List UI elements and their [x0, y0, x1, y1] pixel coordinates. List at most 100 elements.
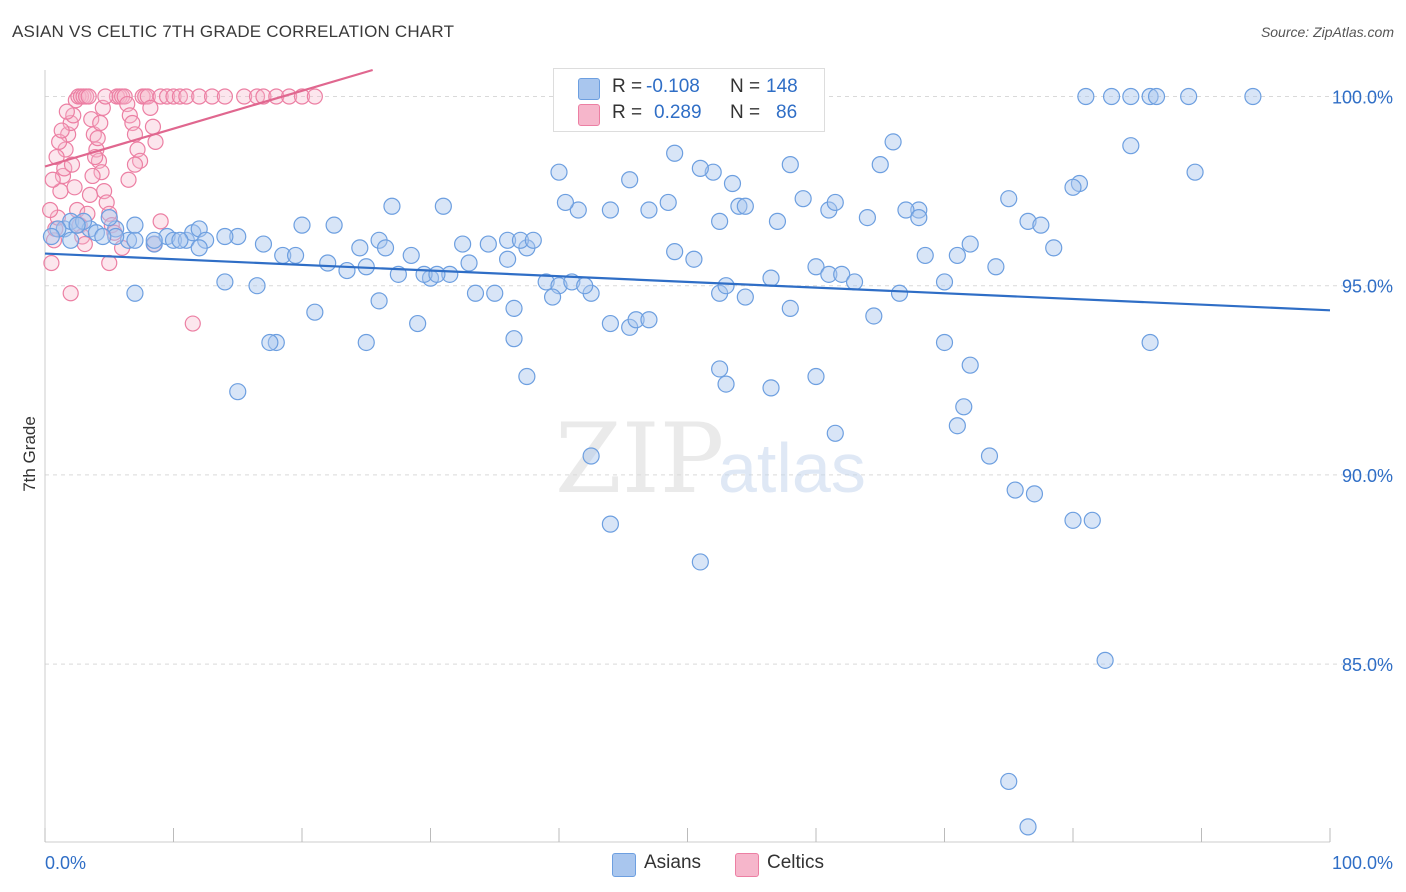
celtics-point	[126, 156, 144, 173]
asians-point	[1141, 333, 1159, 352]
asians-point	[1045, 239, 1063, 257]
y-tick-label: 100.0%	[1332, 87, 1393, 107]
asians-point	[325, 216, 343, 234]
y-tick-label: 90.0%	[1342, 466, 1393, 486]
asians-point	[94, 227, 112, 246]
celtics-point	[216, 88, 233, 105]
asians-point	[216, 273, 234, 291]
asians-legend-label: Asians	[644, 852, 702, 873]
asians-point	[550, 163, 568, 181]
celtics-point	[92, 114, 109, 132]
celtics-point	[171, 88, 189, 105]
asians-point	[1019, 818, 1037, 836]
asians-points	[42, 87, 1262, 836]
asians-trend-line	[44, 252, 1331, 312]
asians-point	[723, 174, 742, 193]
asians-point	[691, 553, 709, 571]
celtics-point	[84, 167, 101, 185]
watermark-zip: ZIP	[555, 403, 724, 515]
asians-point	[601, 515, 620, 533]
asians-point	[126, 284, 144, 302]
asians-point	[685, 250, 703, 268]
celtics-point	[63, 156, 81, 173]
asians-point	[428, 265, 446, 283]
x-tick-label: 100.0%	[1332, 853, 1393, 873]
asians-legend-swatch	[612, 853, 636, 877]
asians-point	[762, 379, 780, 397]
asians-point	[948, 246, 966, 265]
celtics-point	[81, 186, 99, 203]
asians-point	[286, 246, 305, 265]
asians-point	[961, 235, 979, 253]
asians-point	[1064, 178, 1082, 196]
asians-point	[62, 231, 80, 249]
celtics-point	[80, 88, 97, 105]
asians-point	[704, 163, 722, 181]
asians-point	[171, 231, 189, 249]
asians-point	[935, 333, 954, 352]
celtics-point	[44, 171, 61, 188]
asians-point	[1032, 216, 1050, 234]
celtics-point	[158, 88, 176, 105]
celtics-point	[42, 201, 59, 219]
asians-point	[556, 193, 575, 212]
asians-point	[666, 144, 684, 162]
asians-point	[736, 197, 754, 215]
asians-point	[42, 227, 61, 246]
asians-point	[383, 197, 401, 215]
celtics-point	[62, 285, 79, 302]
asians-point	[987, 258, 1005, 276]
correlation-legend: R = -0.108 N = 148 R = 0.289 N = 86	[553, 68, 825, 132]
asians-point	[807, 367, 825, 386]
asians-point	[666, 243, 684, 261]
celtics-legend-label: Celtics	[767, 852, 825, 873]
asians-point	[454, 235, 472, 253]
celtics-points	[42, 88, 323, 332]
asians-point	[126, 231, 144, 249]
r-label: R =	[612, 102, 643, 123]
asians-point	[820, 265, 838, 283]
y-axis-title: 7th Grade	[20, 416, 39, 492]
asians-point	[845, 273, 864, 291]
asians-point	[466, 284, 485, 302]
asians-point	[1147, 87, 1166, 106]
asians-point	[621, 171, 639, 189]
asians-point	[357, 333, 375, 352]
asians-point	[145, 235, 163, 253]
asians-point	[717, 375, 735, 393]
asians-point	[1141, 87, 1159, 106]
asians-point	[955, 398, 973, 416]
celtics-point	[53, 122, 70, 139]
y-tick-label: 95.0%	[1342, 277, 1393, 297]
asians-point	[543, 288, 562, 306]
asians-point	[486, 284, 504, 302]
watermark-atlas: atlas	[718, 429, 866, 507]
asians-point	[1102, 87, 1121, 106]
celtics-point	[147, 133, 164, 151]
celtics-point	[152, 213, 169, 230]
celtics-point	[178, 88, 195, 105]
asians-point	[1096, 651, 1114, 669]
chart-title: ASIAN VS CELTIC 7TH GRADE CORRELATION CH…	[12, 22, 455, 41]
asians-point	[1019, 212, 1037, 230]
asians-swatch	[578, 78, 600, 100]
asians-point	[100, 208, 118, 227]
celtics-point	[97, 88, 114, 105]
r-value: -0.108	[646, 76, 700, 97]
asians-point	[948, 417, 966, 435]
asians-point	[351, 239, 369, 257]
asians-point	[229, 227, 247, 246]
asians-point	[1025, 485, 1044, 503]
r-label: R =	[612, 76, 643, 97]
asians-point	[717, 277, 735, 295]
asians-point	[261, 333, 279, 352]
asians-point	[826, 424, 844, 442]
n-label: N =	[730, 76, 761, 97]
asians-point	[807, 258, 825, 276]
asians-point	[916, 246, 934, 265]
asians-point	[890, 284, 909, 302]
asians-point	[826, 193, 844, 212]
asians-point	[762, 269, 780, 287]
asians-point	[659, 193, 677, 212]
